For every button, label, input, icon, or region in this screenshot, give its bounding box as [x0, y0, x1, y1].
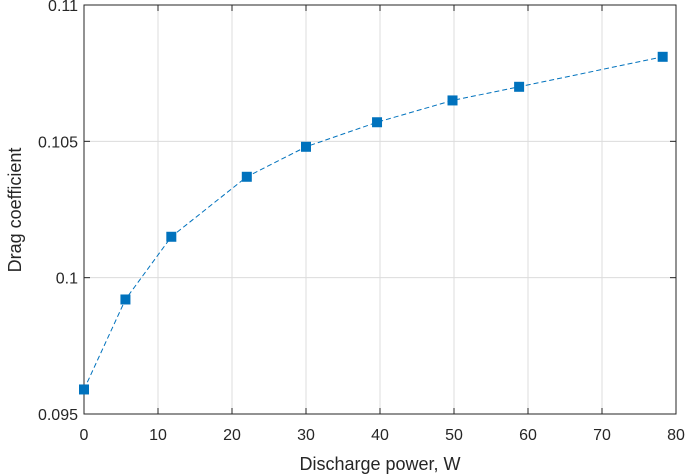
x-tick-label: 70	[593, 427, 611, 444]
x-tick-label: 50	[445, 427, 463, 444]
series-markers	[79, 51, 668, 395]
y-axis-label: Drag coefficient	[5, 148, 25, 273]
data-point-marker	[447, 95, 458, 106]
x-tick-label: 30	[297, 427, 315, 444]
y-tick-label: 0.105	[38, 134, 78, 151]
y-tick-label: 0.1	[56, 271, 78, 288]
y-tick-label: 0.095	[38, 407, 78, 424]
x-tick-label: 10	[149, 427, 167, 444]
data-point-marker	[120, 294, 131, 305]
x-tick-label: 20	[223, 427, 241, 444]
data-point-marker	[166, 231, 177, 242]
x-axis-label: Discharge power, W	[299, 454, 460, 474]
y-grid	[84, 140, 676, 279]
data-point-marker	[241, 171, 252, 182]
y-tick-labels: 0.095 0.1 0.105 0.11	[38, 0, 78, 424]
x-grid	[157, 5, 603, 414]
data-point-marker	[657, 51, 668, 62]
data-point-marker	[301, 141, 311, 152]
x-tick-label: 40	[371, 427, 389, 444]
y-tick-label: 0.11	[48, 0, 78, 15]
data-point-marker	[79, 384, 89, 395]
x-tick-label: 0	[80, 427, 89, 444]
axis-ticks	[83, 4, 677, 415]
x-tick-labels: 0 10 20 30 40 50 60 70 80	[80, 427, 685, 444]
data-point-marker	[372, 117, 383, 128]
data-point-marker	[514, 81, 525, 92]
x-tick-label: 80	[667, 427, 685, 444]
x-tick-label: 60	[519, 427, 537, 444]
